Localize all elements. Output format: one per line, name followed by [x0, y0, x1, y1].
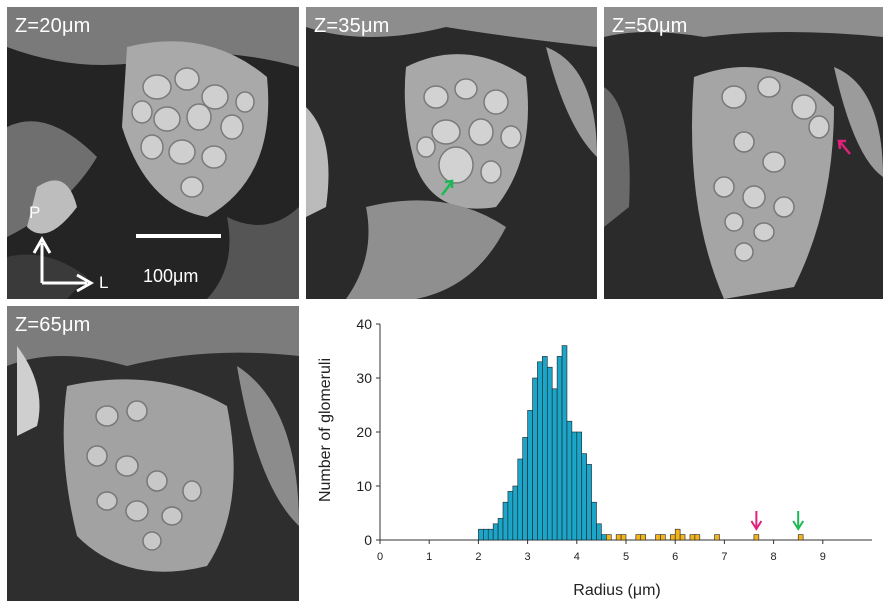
histogram-bar — [635, 534, 642, 541]
x-tick-label: 2 — [475, 551, 481, 563]
histogram-bar — [497, 518, 504, 541]
chart-axes: 0 10 20 30 40 0 1 2 3 4 5 6 7 8 9 — [356, 316, 872, 563]
histogram-bar — [532, 377, 538, 541]
histogram-bar — [596, 523, 602, 541]
histogram-bar — [483, 528, 489, 541]
micrograph-panel-z50: Z=50μm — [604, 7, 883, 299]
z-depth-label: Z=50μm — [612, 15, 688, 37]
histogram-bar — [556, 356, 563, 541]
histogram-bar — [714, 534, 720, 541]
histogram-bar — [660, 534, 666, 541]
micrograph-panel-z65: Z=65μm — [7, 306, 299, 601]
histogram-bar — [655, 534, 661, 541]
histogram-bar — [586, 464, 592, 541]
histogram-bar — [797, 534, 804, 541]
histogram-bar — [753, 534, 760, 541]
histogram-bar — [669, 534, 676, 541]
y-tick-label: 0 — [364, 532, 372, 548]
histogram-bar — [576, 431, 583, 541]
histogram-bar — [487, 528, 494, 541]
histogram-bar — [512, 485, 519, 541]
x-tick-label: 1 — [426, 551, 432, 563]
histogram-bar — [674, 528, 681, 541]
x-tick-label: 9 — [820, 551, 826, 563]
x-axis-label: Radius (μm) — [573, 582, 660, 599]
histogram-bar — [507, 491, 514, 541]
micrograph-image — [604, 7, 883, 299]
histogram-bar — [478, 528, 484, 541]
micrograph-panel-z35: Z=35μm — [306, 7, 597, 299]
axis-label-lateral: L — [99, 273, 109, 292]
scale-bar-label: 100μm — [143, 266, 199, 286]
annotation-arrow-icon — [792, 511, 805, 531]
histogram-bar — [502, 501, 509, 541]
histogram-bar — [561, 345, 568, 541]
histogram-bar — [679, 534, 686, 541]
histogram-bar — [492, 523, 499, 541]
x-tick-label: 3 — [525, 551, 531, 563]
histogram-bar — [689, 534, 696, 541]
y-axis-label: Number of glomeruli — [317, 358, 334, 502]
histogram-bar — [566, 420, 573, 541]
x-tick-label: 5 — [623, 551, 629, 563]
chart-bars — [478, 345, 804, 541]
histogram-bar — [581, 453, 587, 541]
histogram-bar — [546, 366, 553, 541]
z-depth-label: Z=65μm — [15, 314, 91, 336]
radius-histogram: 0 10 20 30 40 0 1 2 3 4 5 6 7 8 9 Radius (μm) Number o… — [306, 306, 883, 601]
chart-annotations — [750, 511, 805, 531]
x-tick-label: 7 — [721, 551, 727, 563]
micrograph-image — [7, 7, 299, 299]
histogram-bar — [517, 458, 523, 541]
x-tick-label: 4 — [574, 551, 580, 563]
y-tick-label: 30 — [356, 370, 372, 386]
axis-label-posterior: P — [29, 203, 41, 222]
z-depth-label: Z=20μm — [15, 15, 91, 37]
histogram-bar — [640, 534, 646, 541]
histogram-bar — [620, 534, 627, 541]
x-tick-label: 0 — [377, 551, 383, 563]
histogram-bar — [522, 437, 528, 541]
histogram-bar — [606, 534, 612, 541]
histogram-bar — [615, 534, 622, 541]
histogram-bar — [537, 361, 543, 541]
y-tick-label: 40 — [356, 316, 372, 332]
micrograph-image — [7, 306, 299, 601]
green-arrow-icon — [441, 179, 454, 196]
histogram-bar — [542, 356, 548, 541]
z-depth-label: Z=35μm — [314, 15, 390, 37]
histogram-bar — [601, 534, 607, 541]
y-tick-label: 20 — [356, 424, 372, 440]
y-tick-label: 10 — [356, 478, 372, 494]
histogram-chart: 0 10 20 30 40 0 1 2 3 4 5 6 7 8 9 Radius (μm) Number o… — [317, 316, 872, 599]
histogram-bar — [551, 388, 558, 541]
x-tick-label: 8 — [771, 551, 777, 563]
histogram-bar — [527, 410, 533, 541]
histogram-bar — [591, 501, 597, 541]
orientation-axes — [32, 234, 221, 293]
micrograph-panel-z20: Z=20μm P L 100μm — [7, 7, 299, 299]
histogram-bar — [694, 534, 701, 541]
annotation-arrow-icon — [750, 511, 763, 531]
histogram-bar — [571, 431, 578, 541]
micrograph-image — [306, 7, 597, 299]
x-tick-label: 6 — [672, 551, 678, 563]
magenta-arrow-icon — [837, 139, 851, 155]
